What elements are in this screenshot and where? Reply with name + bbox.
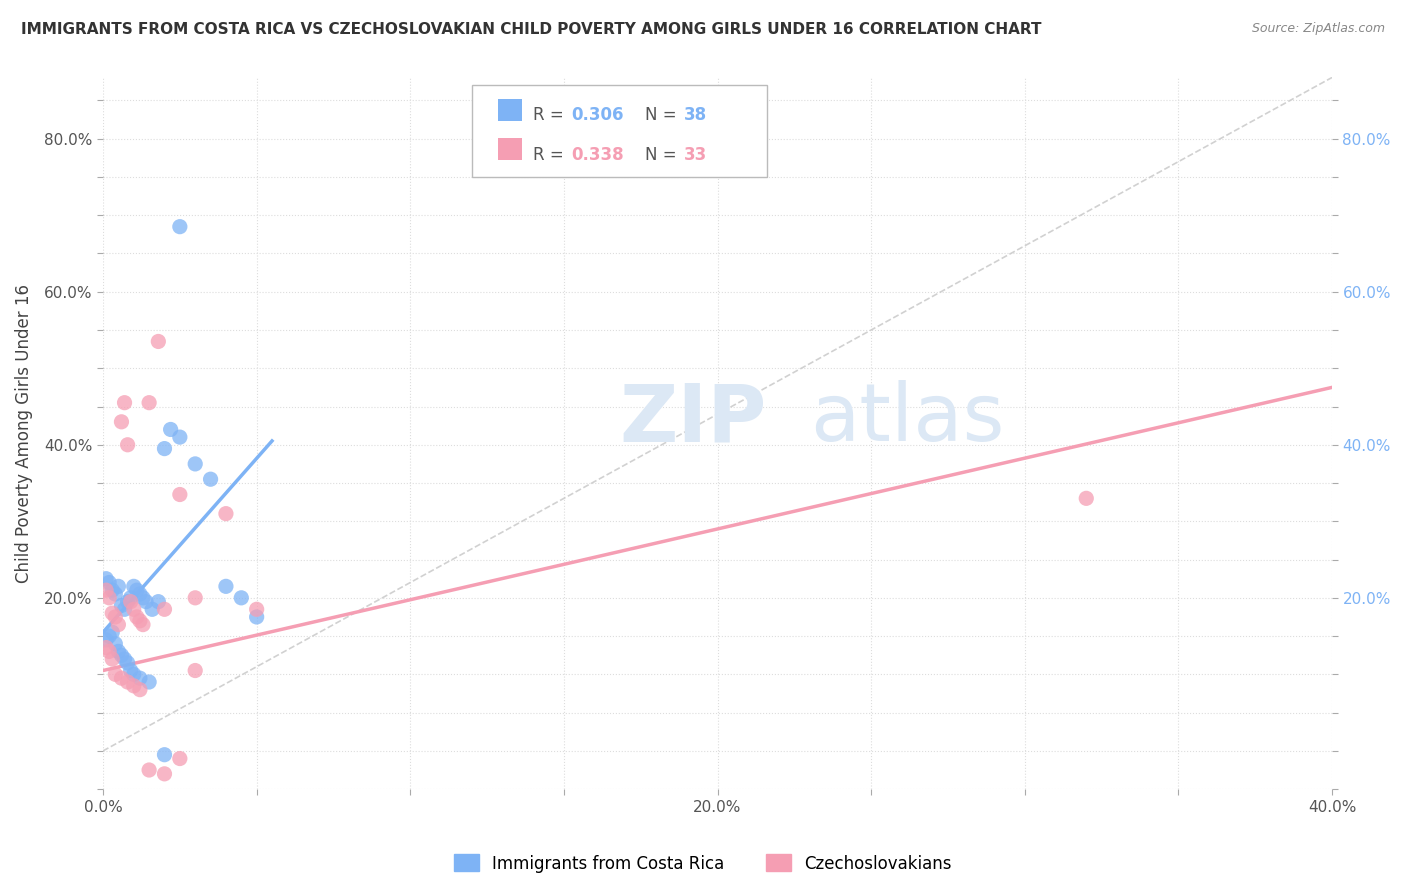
Point xyxy=(125,583,148,598)
Point xyxy=(104,587,127,601)
Legend: Immigrants from Costa Rica, Czechoslovakians: Immigrants from Costa Rica, Czechoslovak… xyxy=(447,847,959,880)
Point xyxy=(98,629,121,643)
Point xyxy=(117,438,139,452)
Point xyxy=(184,457,207,471)
Point xyxy=(129,682,152,697)
Point xyxy=(132,591,155,605)
FancyBboxPatch shape xyxy=(498,99,522,121)
Point xyxy=(94,583,117,598)
FancyBboxPatch shape xyxy=(498,138,522,161)
Point xyxy=(138,763,160,777)
Text: 0.306: 0.306 xyxy=(571,106,624,125)
Point xyxy=(169,487,191,501)
Point xyxy=(122,679,145,693)
Text: N =: N = xyxy=(645,145,682,164)
Point xyxy=(129,587,152,601)
Point xyxy=(129,671,152,685)
Point xyxy=(110,599,132,613)
Point xyxy=(132,617,155,632)
Text: atlas: atlas xyxy=(810,380,1004,458)
Point xyxy=(98,591,121,605)
Point xyxy=(125,610,148,624)
Text: 33: 33 xyxy=(685,145,707,164)
Point xyxy=(135,594,157,608)
Point xyxy=(184,591,207,605)
Point xyxy=(114,652,136,666)
Point xyxy=(107,617,129,632)
Point xyxy=(117,675,139,690)
Point xyxy=(231,591,253,605)
Point xyxy=(98,644,121,658)
Point xyxy=(104,667,127,681)
Point xyxy=(110,648,132,663)
Point xyxy=(122,602,145,616)
Point xyxy=(246,602,269,616)
Point xyxy=(98,575,121,590)
Point xyxy=(153,602,176,616)
Text: ZIP: ZIP xyxy=(619,380,766,458)
Point xyxy=(148,594,170,608)
Point xyxy=(138,395,160,409)
Text: R =: R = xyxy=(533,145,569,164)
Point xyxy=(120,594,142,608)
Point xyxy=(107,579,129,593)
Text: Source: ZipAtlas.com: Source: ZipAtlas.com xyxy=(1251,22,1385,36)
Point xyxy=(94,572,117,586)
Point xyxy=(169,430,191,444)
Point xyxy=(104,637,127,651)
Point xyxy=(129,614,152,628)
Point xyxy=(169,751,191,765)
Point xyxy=(153,747,176,762)
Point xyxy=(215,579,238,593)
Point xyxy=(94,640,117,655)
Point xyxy=(120,664,142,678)
Point xyxy=(141,602,163,616)
Point xyxy=(148,334,170,349)
Point xyxy=(200,472,222,486)
Point xyxy=(1076,491,1098,506)
FancyBboxPatch shape xyxy=(472,85,766,178)
Text: 0.338: 0.338 xyxy=(571,145,624,164)
Point xyxy=(117,656,139,670)
Text: R =: R = xyxy=(533,106,569,125)
Point xyxy=(110,671,132,685)
Point xyxy=(159,422,181,436)
Point xyxy=(114,602,136,616)
Point xyxy=(110,415,132,429)
Point xyxy=(169,219,191,234)
Point xyxy=(120,591,142,605)
Point xyxy=(101,625,124,640)
Point xyxy=(246,610,269,624)
Text: N =: N = xyxy=(645,106,682,125)
Point xyxy=(122,579,145,593)
Point xyxy=(184,664,207,678)
Point xyxy=(107,644,129,658)
Point xyxy=(117,594,139,608)
Point xyxy=(153,767,176,781)
Point xyxy=(94,632,117,647)
Point xyxy=(101,583,124,598)
Point xyxy=(153,442,176,456)
Point xyxy=(114,395,136,409)
Point xyxy=(104,610,127,624)
Point xyxy=(138,675,160,690)
Y-axis label: Child Poverty Among Girls Under 16: Child Poverty Among Girls Under 16 xyxy=(15,284,32,582)
Point xyxy=(101,606,124,620)
Point xyxy=(122,667,145,681)
Text: 38: 38 xyxy=(685,106,707,125)
Point xyxy=(101,652,124,666)
Point xyxy=(215,507,238,521)
Text: IMMIGRANTS FROM COSTA RICA VS CZECHOSLOVAKIAN CHILD POVERTY AMONG GIRLS UNDER 16: IMMIGRANTS FROM COSTA RICA VS CZECHOSLOV… xyxy=(21,22,1042,37)
